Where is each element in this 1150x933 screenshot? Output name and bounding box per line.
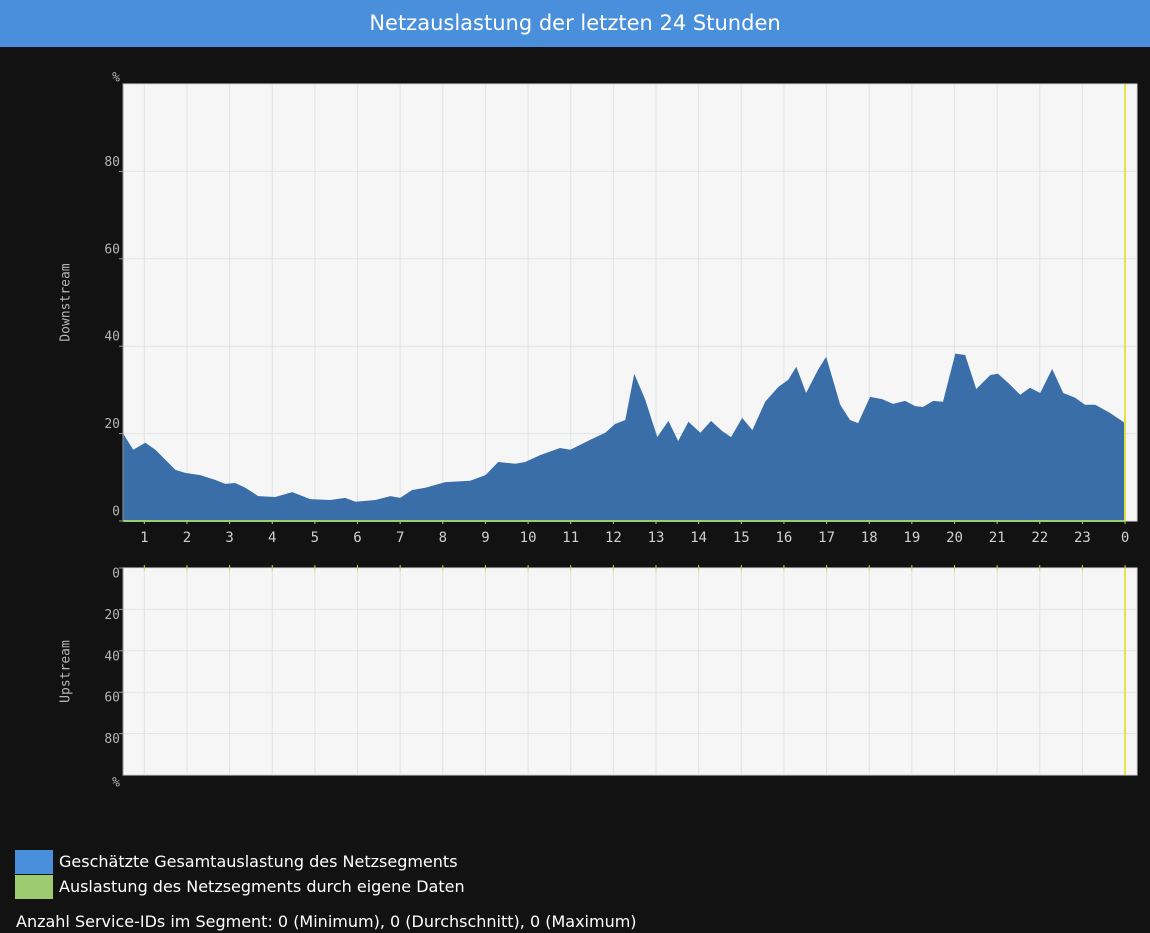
x-tick-label: 1: [140, 530, 148, 546]
y-tick-label: 20: [104, 417, 120, 432]
x-tick-label: 3: [225, 530, 233, 546]
legend-swatch: [15, 850, 53, 874]
legend-item: Geschätzte Gesamtauslastung des Netzsegm…: [15, 850, 458, 874]
header-title: Netzauslastung der letzten 24 Stunden: [0, 0, 1150, 47]
unit-label: %: [112, 776, 120, 791]
y-tick-label: 80: [104, 155, 120, 170]
y-tick-label: 60: [104, 691, 120, 706]
footer: Anzahl Service-IDs im Segment: 0 (Minimu…: [16, 912, 637, 931]
x-tick-label: 21: [989, 530, 1006, 546]
x-tick-label: 8: [439, 530, 447, 546]
y-tick-label: 0: [112, 567, 120, 582]
y-tick-label: 80: [104, 732, 120, 747]
x-tick-label: 20: [946, 530, 963, 546]
x-tick-label: 23: [1074, 530, 1091, 546]
axis-title: Downstream: [59, 263, 74, 341]
legend-label: Auslastung des Netzsegments durch eigene…: [59, 877, 465, 896]
axis-title: Upstream: [59, 640, 74, 703]
x-tick-label: 6: [353, 530, 361, 546]
x-tick-label: 7: [396, 530, 404, 546]
legend-swatch: [15, 875, 53, 899]
x-tick-label: 15: [733, 530, 750, 546]
x-tick-label: 0: [1121, 530, 1129, 546]
x-tick-label: 9: [481, 530, 489, 546]
legend-label: Geschätzte Gesamtauslastung des Netzsegm…: [59, 852, 458, 871]
x-tick-label: 2: [183, 530, 191, 546]
x-tick-label: 17: [818, 530, 835, 546]
y-tick-label: 60: [104, 242, 120, 257]
x-tick-label: 14: [690, 530, 707, 546]
x-tick-label: 4: [268, 530, 276, 546]
x-tick-label: 11: [562, 530, 579, 546]
x-tick-label: 18: [861, 530, 878, 546]
x-tick-label: 16: [776, 530, 793, 546]
y-tick-label: 0: [112, 505, 120, 520]
legend-item: Auslastung des Netzsegments durch eigene…: [15, 875, 465, 899]
x-tick-label: 19: [903, 530, 920, 546]
x-tick-label: 10: [520, 530, 537, 546]
x-tick-label: 12: [605, 530, 622, 546]
y-tick-label: 20: [104, 608, 120, 623]
x-tick-label: 22: [1031, 530, 1048, 546]
plot-area: [122, 567, 1138, 776]
x-tick-label: 13: [648, 530, 665, 546]
x-tick-label: 5: [311, 530, 319, 546]
area: [123, 353, 1126, 521]
y-tick-label: 40: [104, 649, 120, 664]
y-tick-label: 40: [104, 330, 120, 345]
unit-label: %: [112, 71, 120, 86]
